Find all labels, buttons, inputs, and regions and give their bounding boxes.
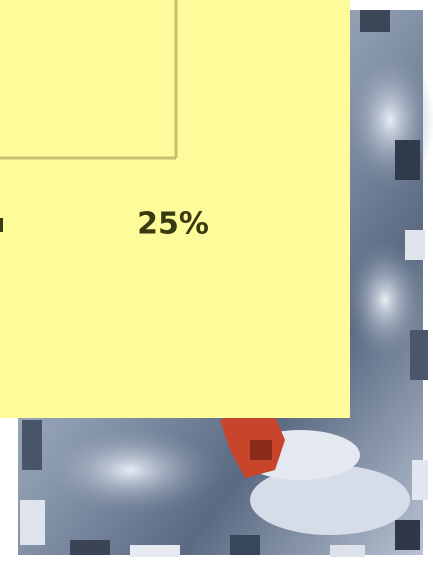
percent-label: 25% [137, 207, 209, 242]
yellow-panel: 25% [0, 0, 350, 418]
